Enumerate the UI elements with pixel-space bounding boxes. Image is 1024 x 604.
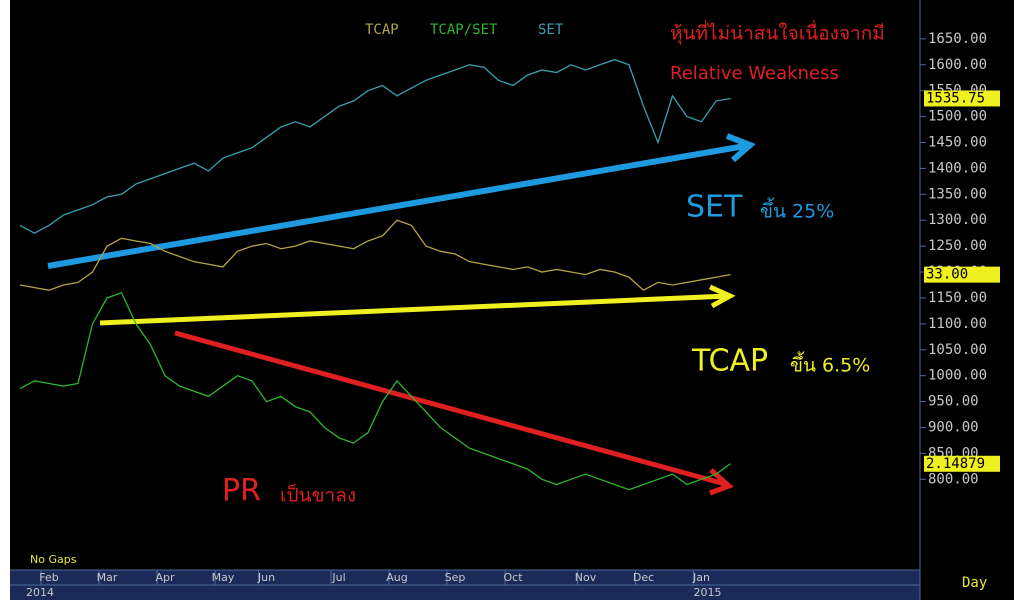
series-line: [19, 219, 731, 291]
y-tick-label: 1000.00: [928, 368, 987, 384]
tcap-arrow-head: [708, 284, 736, 309]
legend-entry: TCAP: [365, 22, 399, 38]
x-tick-label: May: [212, 571, 235, 584]
price-tag-label: 33.00: [926, 267, 968, 283]
legend-entry: SET: [538, 22, 564, 38]
y-tick-label: 1250.00: [928, 238, 987, 254]
y-tick-label: 1600.00: [928, 57, 987, 73]
legend-entry: TCAP/SET: [430, 22, 498, 38]
x-tick-label: Feb: [39, 571, 58, 584]
x-tick-label: Jun: [257, 571, 275, 584]
x-tick-label: Sep: [445, 571, 466, 584]
tcap-arrow: [99, 293, 729, 326]
x-tick-label: Jul: [331, 571, 345, 584]
price-tag-label: 2.14879: [926, 456, 985, 472]
y-tick-label: 1350.00: [928, 186, 987, 202]
pr-arrow: [174, 330, 726, 487]
tcap-note: ขึ้น 6.5%: [790, 352, 870, 377]
y-tick-label: 1500.00: [928, 109, 987, 125]
subheadline: Relative Weakness: [670, 63, 839, 84]
series-line: [19, 291, 731, 491]
y-tick-label: 800.00: [928, 471, 979, 487]
y-tick-label: 1100.00: [928, 316, 987, 332]
arrows: [47, 133, 756, 496]
x-tick-label: Jan: [692, 571, 710, 584]
set-arrow: [47, 143, 746, 269]
price-tag-label: 1535.75: [926, 90, 985, 106]
y-tick-label: 1450.00: [928, 135, 987, 151]
y-tick-label: 900.00: [928, 420, 979, 436]
price-tag: [924, 266, 1000, 283]
headline: หุ้นที่ไม่น่าสนใจเนื่องจากมี: [670, 20, 885, 46]
set-arrow-head: [725, 133, 756, 163]
year-label: 2014: [26, 586, 54, 599]
chart-background: [10, 0, 1014, 600]
pr-note: เป็นขาลง: [280, 483, 356, 507]
pr-arrow-head: [709, 468, 734, 496]
y-tick-label: 1300.00: [928, 212, 987, 228]
y-tick-label: 1650.00: [928, 31, 987, 47]
set-note: ขึ้น 25%: [760, 198, 834, 223]
year-label: 2015: [694, 586, 722, 599]
price-tag: [924, 90, 1000, 107]
x-tick-label: Mar: [97, 571, 118, 584]
x-tick-label: Aug: [386, 571, 407, 584]
y-tick-label: 1150.00: [928, 290, 987, 306]
y-tick-label: 1050.00: [928, 342, 987, 358]
y-tick-label: 950.00: [928, 394, 979, 410]
series-line: [19, 58, 731, 234]
x-tick-label: Nov: [575, 571, 597, 584]
footnote: No Gaps: [30, 553, 77, 566]
price-tag: [924, 455, 1000, 472]
pr-name: PR: [222, 474, 261, 509]
x-unit: Day: [962, 575, 987, 591]
tcap-name: TCAP: [691, 344, 768, 379]
set-name: SET: [686, 190, 743, 225]
x-tick-label: Apr: [155, 571, 175, 584]
x-tick-label: Dec: [633, 571, 654, 584]
y-tick-label: 1400.00: [928, 160, 987, 176]
x-tick-label: Oct: [503, 571, 523, 584]
